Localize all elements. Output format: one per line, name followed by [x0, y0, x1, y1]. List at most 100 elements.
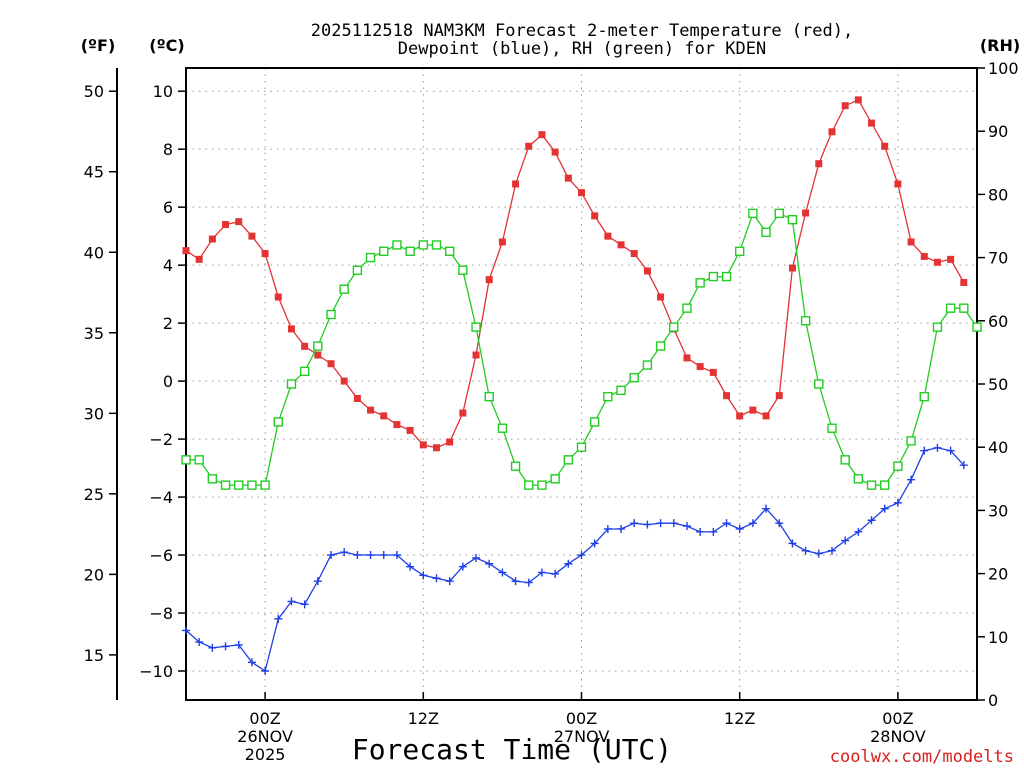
rh-point [339, 284, 349, 294]
dewpoint-point [511, 577, 520, 586]
rh-point [497, 423, 508, 433]
temperature-point [235, 218, 243, 226]
x-tick-label: 27NOV [554, 727, 610, 746]
temperature-point [709, 368, 717, 376]
dewpoint-point [406, 562, 415, 571]
temperature-point [301, 342, 309, 350]
temperature-point [538, 131, 546, 139]
rh-point [800, 316, 811, 326]
rh-point [919, 391, 929, 402]
dewpoint-point [182, 626, 190, 635]
temperature-point [894, 180, 902, 188]
dewpoint-point [221, 642, 230, 651]
temperature-point [406, 426, 414, 434]
rh-tick-label: 50 [988, 375, 1008, 394]
rh-point [207, 474, 218, 484]
temperature-point [657, 293, 665, 301]
rh-point [787, 214, 798, 225]
temperature-point [828, 128, 836, 136]
rh-point [299, 366, 310, 377]
dewpoint-point [630, 519, 639, 528]
dewpoint-point [959, 461, 968, 470]
dewpoint-point [696, 527, 705, 536]
dewpoint-point [946, 446, 955, 455]
x-tick-label: 00Z [249, 709, 280, 728]
rh-point [603, 391, 613, 402]
temperature-point [578, 189, 585, 197]
dewpoint-point [208, 643, 217, 652]
temperature-point [248, 232, 256, 240]
temperature-point [723, 392, 731, 400]
rh-tick-label: 80 [988, 185, 1008, 204]
temperature-point [182, 247, 190, 255]
fahrenheit-tick-label: 20 [84, 565, 104, 584]
rh-point [365, 252, 376, 263]
dewpoint-point [261, 667, 270, 676]
celsius-tick-label: −4 [149, 488, 173, 507]
dewpoint-point [458, 562, 467, 571]
temperature-point [222, 221, 230, 229]
rh-point [247, 480, 257, 490]
celsius-tick-label: 8 [163, 140, 173, 159]
celsius-tick-label: 10 [153, 82, 173, 101]
celsius-tick-label: 4 [163, 256, 173, 275]
rh-point [642, 360, 653, 370]
rh-point [972, 322, 982, 332]
temperature-point [380, 412, 388, 420]
temperature-point [854, 96, 862, 104]
axis-ticks: −10−8−6−4−202468101520253035404550010203… [84, 59, 1019, 764]
rh-point [444, 246, 455, 256]
celsius-unit-label: (ºC) [149, 36, 184, 55]
dewpoint-point [748, 519, 757, 528]
rh-point [616, 385, 626, 396]
dewpoint-point [432, 574, 441, 583]
dewpoint-point [551, 569, 560, 578]
chart-title-line-2: Dewpoint (blue), RH (green) for KDEN [398, 39, 766, 59]
temperature-point [274, 293, 282, 301]
series-line-1 [185, 447, 965, 673]
dewpoint-point [762, 504, 771, 513]
celsius-tick-label: 2 [163, 314, 173, 333]
rh-point [589, 417, 600, 427]
rh-point [853, 474, 864, 484]
credit-link[interactable]: coolwx.com/modelts [830, 747, 1014, 767]
temperature-point [446, 438, 454, 446]
temperature-point [762, 412, 770, 420]
temperature-point [643, 267, 651, 275]
dewpoint-point [498, 568, 507, 577]
dewpoint-point [313, 577, 322, 586]
chart-title-line-1: 2025112518 NAM3KM Forecast 2-meter Tempe… [311, 21, 853, 41]
data-series [181, 96, 982, 676]
dewpoint-point [841, 536, 850, 545]
dewpoint-point [682, 522, 691, 531]
fahrenheit-tick-label: 25 [84, 485, 104, 504]
dewpoint-point [801, 546, 810, 555]
rh-point [932, 322, 943, 332]
dewpoint-point [287, 597, 296, 606]
rh-point [735, 246, 745, 256]
rh-point [471, 322, 481, 332]
dewpoint-point [735, 524, 744, 533]
temperature-point [327, 360, 335, 368]
rh-point [313, 341, 323, 351]
x-tick-label: 2025 [245, 745, 286, 764]
temperature-point [736, 412, 744, 420]
rh-point [537, 480, 547, 490]
dewpoint-point [603, 524, 612, 533]
dewpoint-point [195, 638, 204, 647]
temperature-point [459, 409, 467, 417]
rh-point [418, 240, 428, 250]
rh-point [352, 265, 363, 275]
rh-point [458, 265, 468, 275]
temperature-point [353, 394, 361, 402]
rh-point [524, 480, 534, 490]
dewpoint-point [814, 549, 823, 558]
temperature-point [195, 255, 203, 263]
rh-point [906, 436, 916, 446]
dewpoint-point [234, 640, 243, 649]
rh-point [181, 455, 191, 465]
dewpoint-point [643, 520, 652, 529]
temperature-point [472, 351, 480, 359]
temperature-point [287, 325, 295, 333]
